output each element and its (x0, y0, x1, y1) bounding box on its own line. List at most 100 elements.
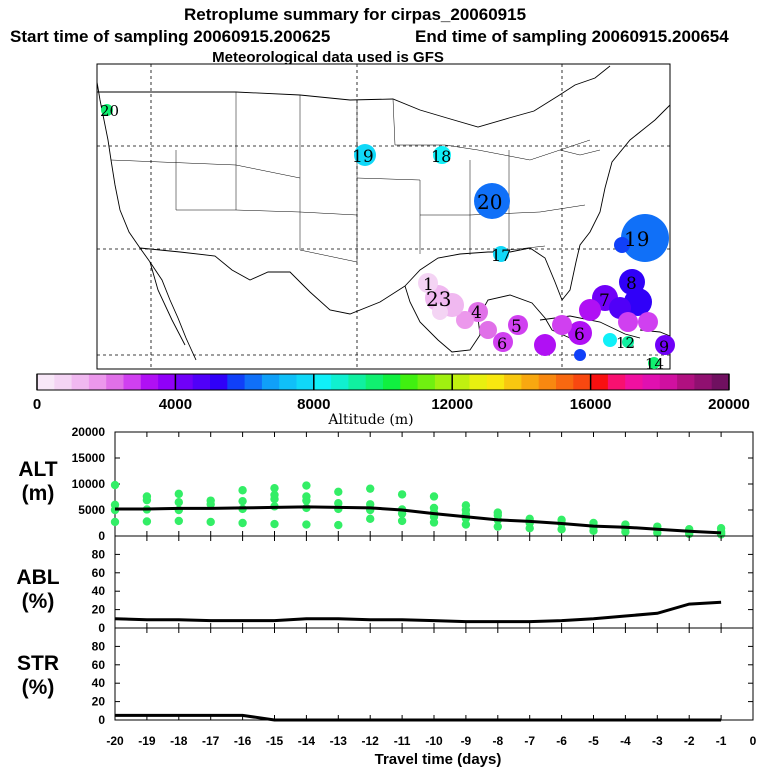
colorbar-swatch (37, 374, 55, 390)
colorbar-swatch (677, 374, 695, 390)
colorbar-swatches (37, 374, 730, 390)
alt-particle-dot (493, 508, 502, 517)
traj-circle-day19 (354, 144, 376, 166)
map-frame (96, 63, 671, 370)
traj-label: 23 (426, 287, 451, 311)
colorbar-swatch (158, 374, 176, 390)
colorbar-swatch (590, 374, 609, 390)
alt-particle-dot (270, 519, 279, 529)
x-axis-ticks: -20 -19 -18 -17 -16 -15 -14 -13 -12 -11 -10 -9 -8 -7-… (106, 734, 756, 748)
colorbar-swatch (452, 374, 470, 390)
x-tick-label: -14 (298, 734, 316, 748)
traj-circle-u (622, 336, 634, 348)
abl-panel-unit: (%) (22, 590, 55, 613)
alt-particle-dot (110, 517, 120, 527)
traj-label: 17 (491, 246, 511, 265)
traj-circle-i (552, 315, 572, 335)
colorbar-swatch (711, 374, 730, 390)
colorbar-swatch (400, 374, 419, 390)
colorbar-swatch (123, 374, 142, 390)
x-tick-label: -20 (106, 734, 124, 748)
alt-particle-dot (302, 481, 311, 490)
traj-label: 14 (645, 355, 664, 373)
alt-particle-dot (238, 518, 247, 528)
x-tick-label: -1 (716, 734, 727, 748)
colorbar-swatch (313, 374, 332, 390)
alt-particle-dot (206, 517, 215, 527)
colorbar-swatch (106, 374, 124, 390)
traj-label: 8 (626, 274, 637, 294)
x-tick-label: -17 (202, 734, 220, 748)
abl-y-ticks: 80 60 40 20 0 (92, 536, 754, 635)
alt-particle-dot (302, 492, 311, 501)
traj-label: 12 (616, 334, 635, 352)
str-panel-unit: (%) (22, 676, 55, 699)
alt-particle-dot (270, 483, 279, 493)
traj-label: 19 (624, 227, 649, 251)
traj-label: 20 (100, 102, 119, 120)
y-tick-label: 0 (98, 621, 105, 635)
colorbar-tick-label: 16000 (570, 396, 612, 413)
trajectory-circles (101, 104, 675, 369)
traj-circle-day18 (433, 146, 451, 164)
traj-label: 9 (659, 337, 669, 356)
traj-circle-day20-west (101, 104, 113, 116)
y-tick-label: 20 (92, 695, 106, 709)
colorbar-swatch (556, 374, 574, 390)
colorbar-swatch (348, 374, 367, 390)
traj-circle-day19-east (621, 214, 669, 262)
gulf-coast (404, 104, 671, 301)
x-tick-label: -10 (425, 734, 443, 748)
y-tick-label: 80 (92, 639, 106, 653)
met-data-label: Meteorological data used is GFS (212, 49, 444, 66)
colorbar-swatch (417, 374, 436, 390)
alt-particle-dot (493, 522, 502, 531)
alt-particle-dot (334, 520, 343, 530)
start-time-label: Start time of sampling 20060915.200625 (10, 27, 330, 46)
y-tick-label: 40 (92, 584, 106, 598)
y-tick-label: 40 (92, 676, 106, 690)
alt-particle-dot (334, 487, 343, 496)
traj-label: 19 (352, 147, 374, 167)
colorbar-swatch (642, 374, 661, 390)
figure-title: Retroplume summary for cirpas_20060915 (184, 5, 526, 24)
alt-particle-dot (174, 498, 183, 507)
colorbar-tick-label: 8000 (297, 396, 330, 413)
x-tick-label: 0 (750, 734, 757, 748)
y-tick-label: 80 (92, 547, 106, 561)
colorbar-swatch (296, 374, 315, 390)
alt-particle-dot (716, 524, 726, 533)
alt-panel-unit: (m) (22, 482, 55, 505)
traj-circle-day18-east (614, 237, 630, 253)
colorbar-swatch (365, 374, 384, 390)
traj-label: 6 (497, 334, 507, 353)
west-coast (96, 81, 197, 361)
alt-particle-dot (174, 516, 183, 526)
str-line (115, 713, 722, 722)
alt-particle-dot (270, 490, 279, 500)
alt-particle-dot (334, 499, 343, 508)
traj-circle-k (508, 315, 528, 335)
colorbar-tick-label: 4000 (159, 396, 192, 413)
colorbar-ticks: 0 4000 8000 12000 16000 20000 (33, 374, 750, 413)
colorbar-swatch (607, 374, 626, 390)
colorbar-swatch (261, 374, 280, 390)
abl-line (114, 600, 722, 624)
x-tick-label: -13 (330, 734, 348, 748)
colorbar-swatch (71, 374, 90, 390)
colorbar-swatch (573, 374, 592, 390)
colorbar-swatch (88, 374, 107, 390)
alt-particle-dot (206, 496, 215, 505)
str-panel-label: STR (17, 652, 59, 675)
end-time-label: End time of sampling 20060915.200654 (415, 27, 729, 46)
traj-circle-s (432, 304, 448, 320)
alt-particle-dot (366, 514, 375, 524)
x-tick-label: -7 (524, 734, 535, 748)
traj-circle-l (493, 332, 513, 352)
colorbar-swatch (210, 374, 228, 390)
x-tick-label: -9 (461, 734, 472, 748)
traj-circle-g (655, 335, 675, 355)
mexico-gulf-coast (404, 285, 571, 353)
x-tick-label: -16 (234, 734, 252, 748)
